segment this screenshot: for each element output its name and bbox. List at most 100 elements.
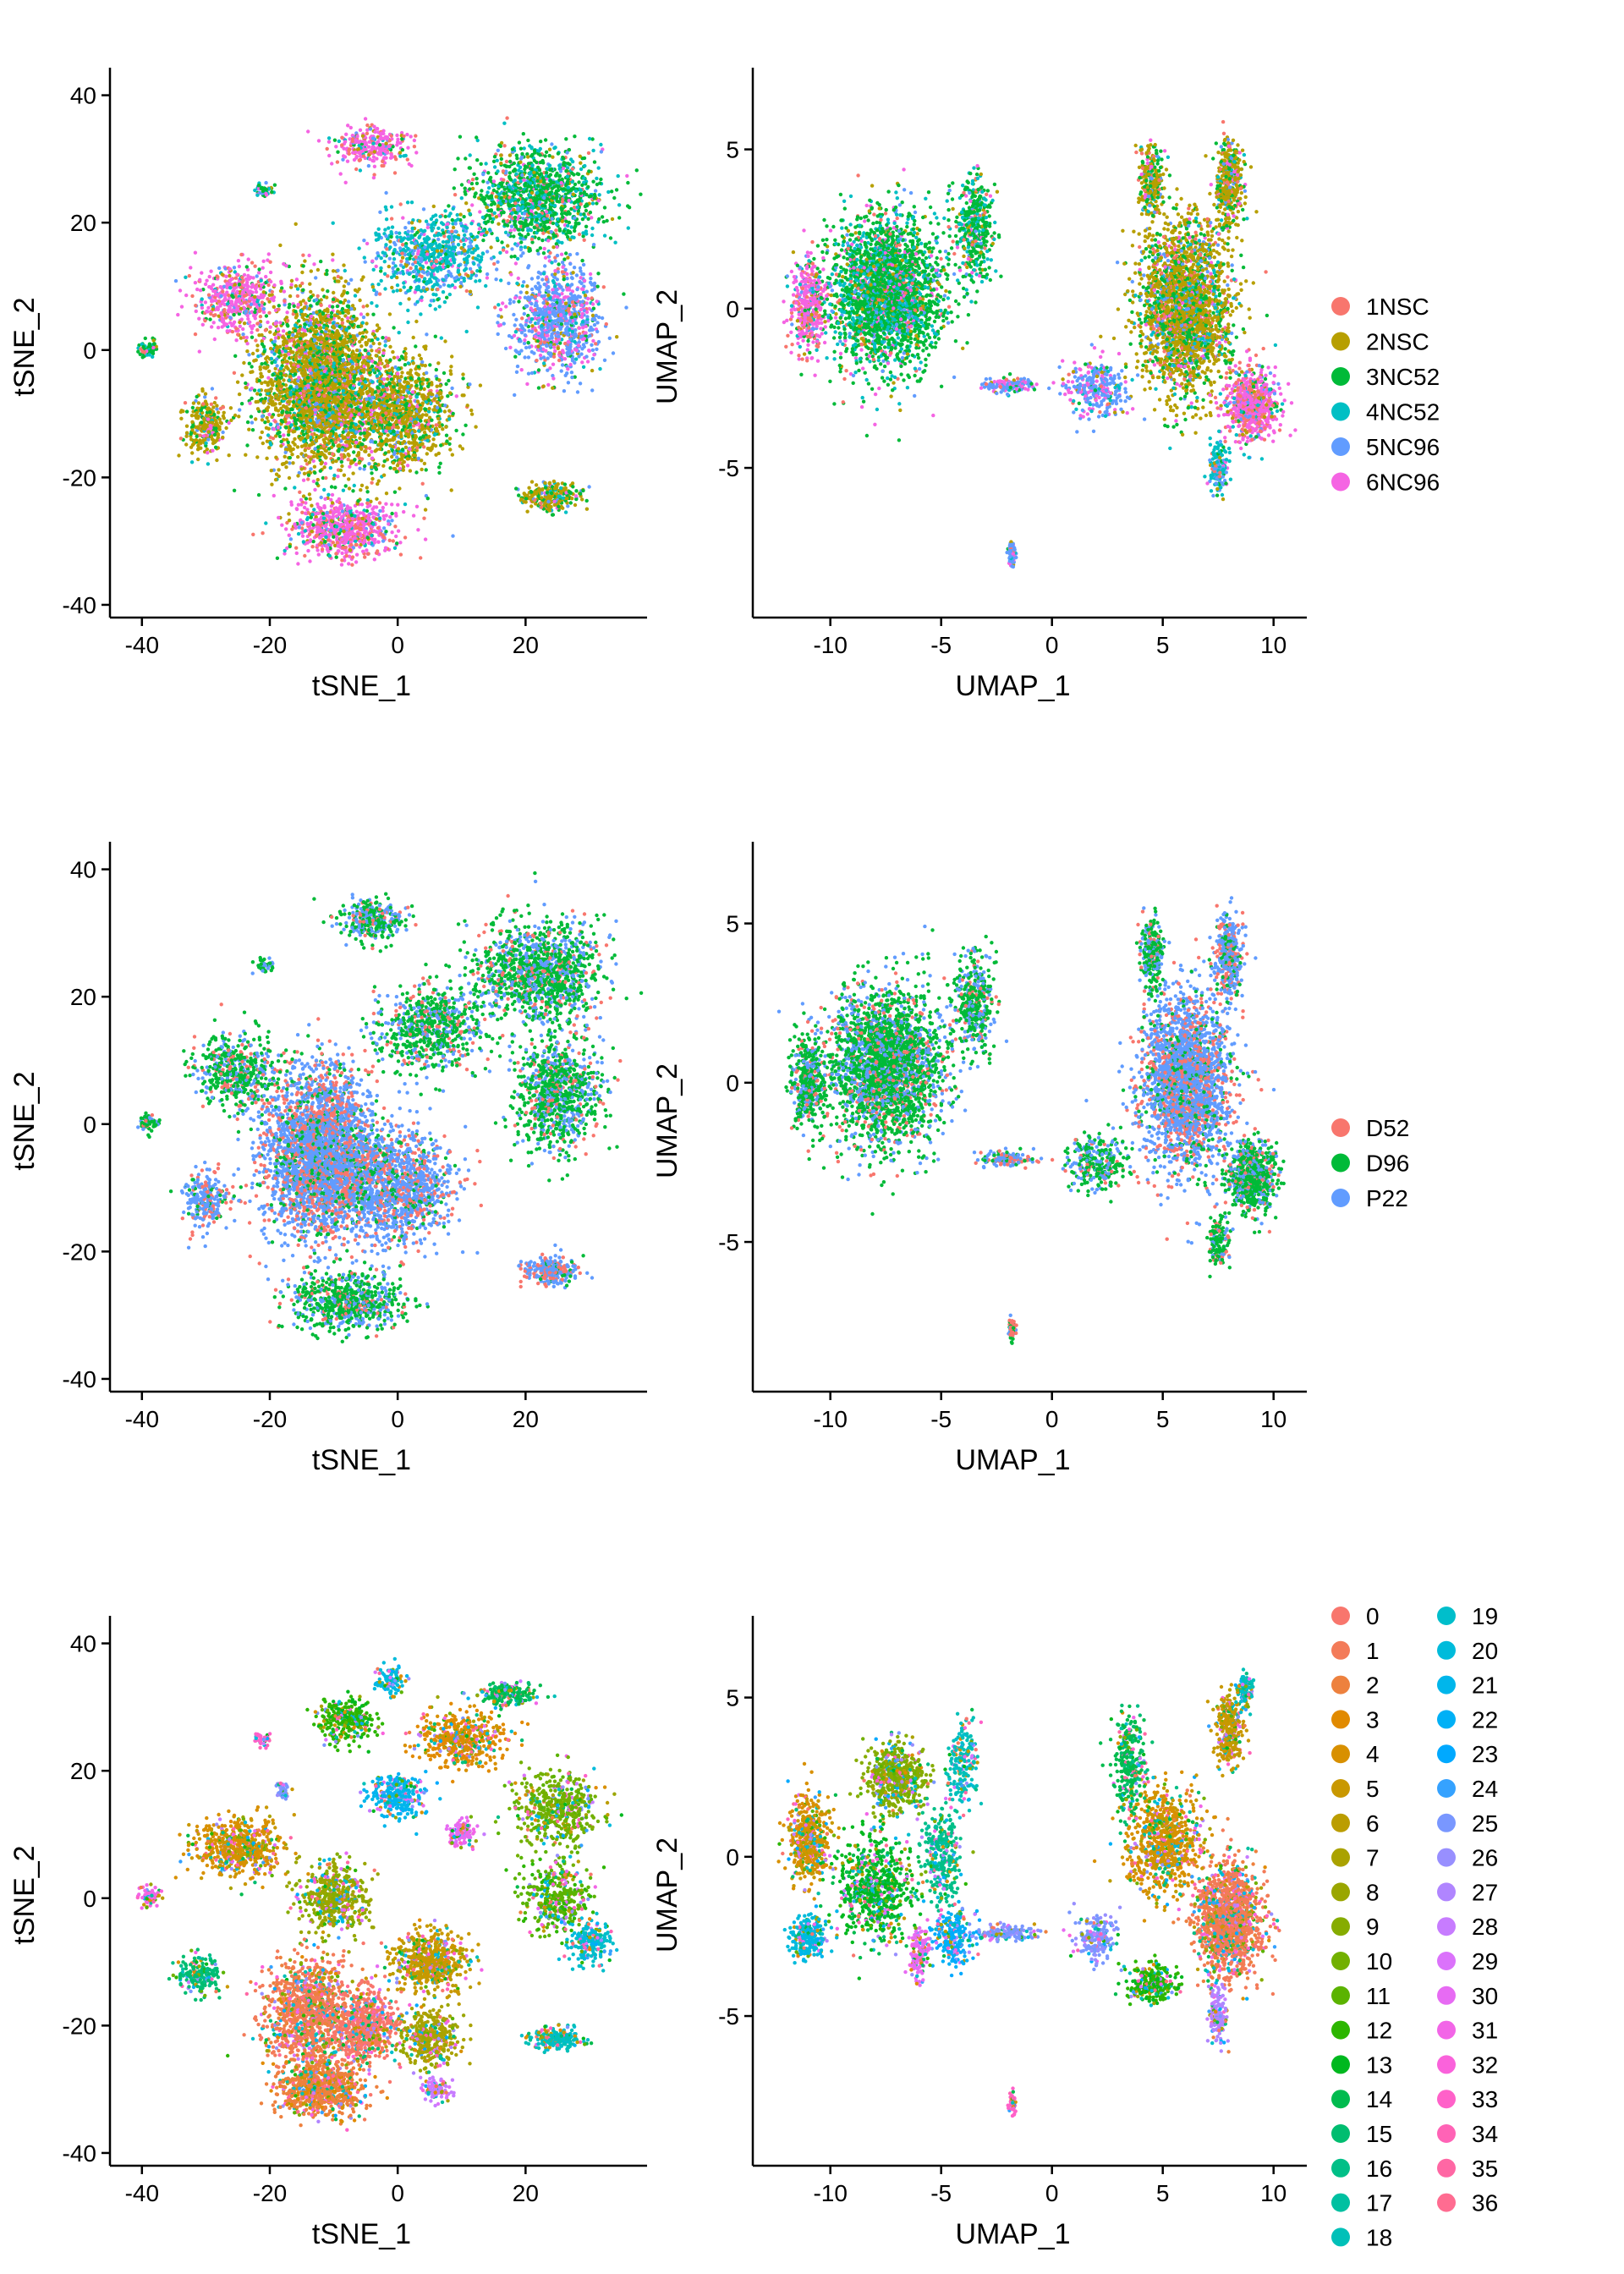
data-point: [434, 453, 437, 457]
data-point: [337, 531, 341, 535]
data-point: [292, 400, 295, 404]
data-point: [299, 353, 302, 356]
data-point: [352, 315, 355, 318]
data-point: [309, 321, 312, 325]
data-point: [390, 455, 393, 459]
data-point: [412, 514, 415, 517]
data-point: [284, 339, 288, 343]
data-point: [451, 453, 454, 456]
data-point: [332, 536, 335, 539]
data-point: [300, 530, 304, 534]
data-point: [564, 137, 568, 140]
data-point: [293, 442, 296, 446]
data-point: [388, 312, 392, 316]
data-point: [296, 414, 299, 417]
data-point: [255, 359, 258, 362]
data-point: [320, 435, 323, 438]
data-point: [294, 329, 297, 332]
data-point: [266, 420, 270, 423]
data-point: [312, 451, 315, 454]
data-point: [294, 323, 297, 327]
data-point: [437, 420, 441, 424]
data-point: [330, 315, 333, 318]
data-point: [362, 305, 365, 308]
data-point: [326, 415, 329, 418]
data-point: [409, 376, 413, 380]
data-point: [233, 371, 236, 375]
data-point: [331, 501, 334, 504]
data-point: [354, 441, 358, 444]
data-point: [337, 444, 341, 448]
data-point: [346, 433, 349, 437]
data-point: [380, 444, 383, 448]
data-point: [448, 437, 452, 440]
data-point: [390, 512, 393, 515]
data-point: [382, 377, 386, 381]
data-point: [342, 514, 345, 517]
data-point: [418, 354, 421, 357]
data-point: [446, 394, 449, 398]
data-point: [487, 186, 491, 190]
data-point: [441, 427, 444, 431]
data-point: [285, 547, 288, 550]
data-point: [293, 522, 296, 525]
data-point: [296, 474, 299, 477]
data-point: [302, 413, 305, 416]
data-point: [391, 381, 394, 384]
data-point: [266, 416, 269, 420]
data-point: [367, 514, 370, 517]
data-point: [369, 344, 372, 348]
data-point: [250, 365, 253, 368]
data-point: [380, 405, 383, 409]
data-point: [328, 321, 332, 324]
data-point: [291, 333, 294, 337]
data-point: [236, 381, 239, 384]
data-point: [428, 363, 431, 366]
data-point: [358, 540, 361, 543]
data-point: [367, 352, 370, 355]
data-point: [376, 323, 379, 327]
data-point: [392, 408, 396, 411]
data-point: [312, 508, 315, 511]
data-point: [390, 286, 393, 289]
data-point: [360, 457, 364, 460]
data-point: [324, 536, 327, 539]
data-point: [299, 420, 303, 424]
data-point: [436, 361, 440, 365]
data-point: [289, 537, 293, 541]
data-point: [344, 420, 348, 424]
data-point: [360, 517, 364, 520]
data-point: [436, 401, 439, 404]
data-point: [313, 372, 316, 376]
data-point: [255, 392, 259, 395]
data-point: [384, 451, 387, 454]
data-point: [384, 411, 387, 415]
data-point: [376, 429, 379, 432]
data-point: [312, 480, 315, 483]
data-point: [308, 559, 311, 563]
data-point: [352, 450, 355, 453]
data-point: [398, 379, 401, 382]
data-point: [336, 398, 339, 401]
data-point: [412, 424, 415, 427]
data-point: [401, 448, 404, 451]
data-point: [362, 438, 365, 442]
data-point: [298, 368, 301, 371]
data-point: [364, 380, 367, 383]
data-point: [366, 536, 370, 539]
data-point: [387, 450, 390, 453]
data-point: [305, 420, 309, 423]
data-point: [337, 507, 341, 510]
data-point: [306, 376, 310, 379]
data-point: [315, 438, 318, 442]
data-point: [359, 448, 363, 451]
data-point: [328, 435, 332, 438]
data-point: [439, 462, 442, 465]
data-point: [321, 512, 325, 515]
data-point: [439, 392, 442, 395]
data-point: [384, 429, 387, 432]
data-point: [323, 315, 326, 318]
data-point: [423, 407, 426, 410]
data-point: [361, 321, 365, 324]
data-point: [349, 404, 353, 407]
